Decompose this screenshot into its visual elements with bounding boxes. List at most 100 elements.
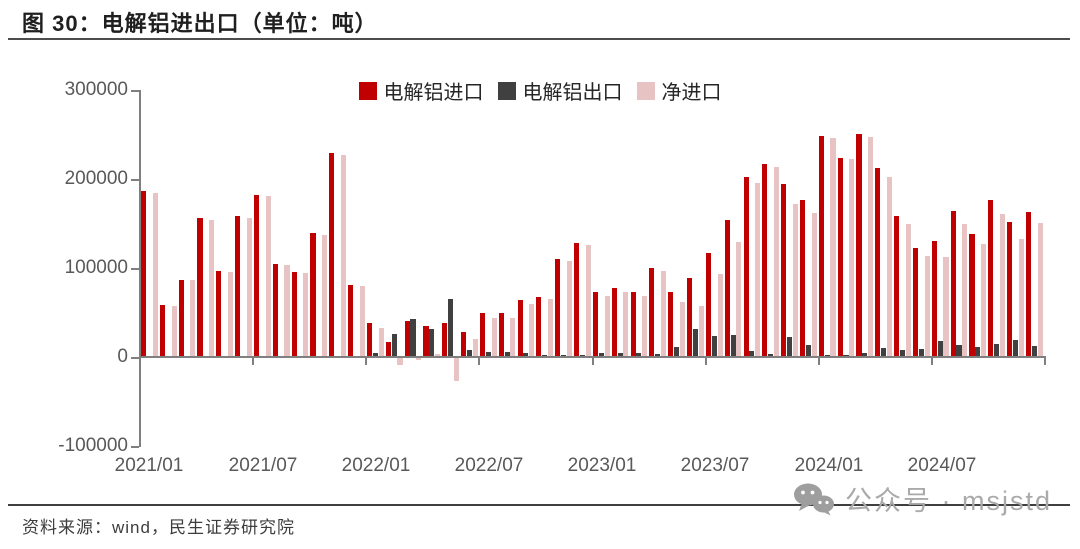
month-group-2021/08 — [272, 90, 292, 446]
month-group-2024/12 — [1025, 90, 1045, 446]
bar-net — [868, 137, 874, 357]
bar-import — [875, 168, 881, 357]
month-group-2022/05 — [442, 90, 461, 446]
month-group-2023/04 — [649, 90, 668, 446]
bar-export — [862, 353, 868, 357]
month-group-2022/01 — [366, 90, 386, 446]
bar-import — [894, 216, 900, 357]
legend-item-import: 电解铝进口 — [358, 76, 484, 105]
bar-net — [962, 223, 968, 357]
x-axis-tick-label: 2023/01 — [567, 455, 637, 476]
x-axis-tick-label: 2022/07 — [454, 455, 524, 476]
month-group-2023/02 — [611, 90, 631, 446]
y-axis-tick-label: 200000 — [64, 168, 128, 189]
bar-import — [479, 312, 485, 357]
bar-import — [743, 177, 749, 357]
export-swatch — [497, 81, 516, 100]
y-axis-tick-label: 100000 — [64, 257, 128, 278]
bar-net — [472, 339, 478, 357]
bar-import — [461, 332, 467, 357]
bar-export — [410, 318, 416, 357]
month-group-2021/02 — [159, 90, 179, 446]
bar-export — [561, 354, 567, 357]
x-axis-tick-label: 2023/07 — [680, 455, 750, 476]
bar-import — [950, 211, 956, 357]
bar-net — [491, 317, 497, 357]
month-group-2022/11 — [555, 90, 574, 446]
bar-export — [786, 337, 793, 357]
legend: 电解铝进口 电解铝出口 净进口 — [0, 76, 1080, 105]
legend-label: 电解铝出口 — [522, 82, 623, 104]
month-group-2024/07 — [931, 90, 951, 446]
bar-net — [943, 257, 949, 357]
bar-import — [366, 323, 373, 357]
y-axis-line — [139, 90, 141, 447]
bar-import — [611, 288, 617, 357]
bar-export — [617, 353, 623, 357]
month-group-2021/03 — [178, 90, 198, 446]
bar-import — [291, 272, 297, 357]
month-group-2021/05 — [216, 90, 235, 446]
x-axis-tick — [931, 357, 933, 365]
month-group-2022/07 — [479, 90, 499, 446]
bar-export — [655, 353, 661, 357]
chart-title: 图 30：电解铝进出口（单位：吨） — [22, 11, 378, 36]
bar-net — [529, 303, 535, 357]
bar-import — [705, 252, 711, 357]
month-group-2023/10 — [762, 90, 781, 446]
bar-export — [579, 354, 585, 357]
bar-export — [805, 344, 811, 357]
month-group-2021/06 — [235, 90, 254, 446]
month-group-2024/03 — [856, 90, 875, 446]
bar-net — [698, 306, 704, 357]
watermark-text: 公众号 · msjstd — [844, 486, 1052, 516]
bar-import — [141, 191, 147, 357]
bar-net — [265, 196, 271, 357]
x-axis-tick-label: 2022/01 — [341, 455, 411, 476]
bar-net — [811, 212, 817, 357]
bar-import — [423, 325, 429, 357]
bar-import — [253, 195, 260, 357]
bar-net — [924, 256, 930, 357]
bar-net — [566, 261, 572, 357]
bar-net — [792, 203, 798, 357]
bar-import — [592, 292, 598, 357]
bar-net — [981, 243, 987, 357]
x-axis-tick — [705, 357, 707, 365]
bar-export — [1031, 346, 1037, 357]
bar-import — [574, 243, 580, 357]
month-group-2023/07 — [705, 90, 725, 446]
bar-net — [661, 271, 667, 357]
bar-import — [404, 321, 410, 357]
bar-net — [642, 296, 648, 357]
bar-export — [956, 344, 962, 357]
y-axis-tick-label: -100000 — [58, 435, 128, 456]
month-group-2023/01 — [592, 90, 612, 446]
month-group-2023/03 — [630, 90, 650, 446]
bar-net — [359, 286, 365, 357]
bar-import — [178, 279, 184, 357]
bar-import — [385, 341, 391, 357]
month-group-2021/07 — [253, 90, 273, 446]
x-axis-tick — [365, 357, 367, 365]
bar-export — [730, 334, 736, 357]
bar-net — [171, 306, 177, 357]
bar-net — [755, 183, 761, 357]
bar-export — [429, 328, 435, 357]
bar-import — [310, 233, 316, 357]
bar-export — [636, 352, 642, 357]
x-axis-tick — [818, 357, 820, 365]
bar-net — [905, 223, 911, 357]
bar-import — [649, 268, 655, 357]
bar-export — [523, 353, 529, 357]
month-group-2021/04 — [197, 90, 216, 446]
bar-net — [284, 265, 290, 357]
bar-import — [687, 277, 693, 357]
bar-import — [818, 136, 824, 357]
bar-import — [912, 248, 919, 357]
legend-label: 电解铝进口 — [383, 82, 484, 104]
legend-label: 净进口 — [661, 82, 722, 104]
bar-export — [937, 340, 943, 357]
bar-import — [724, 219, 730, 357]
month-group-2024/08 — [950, 90, 970, 446]
